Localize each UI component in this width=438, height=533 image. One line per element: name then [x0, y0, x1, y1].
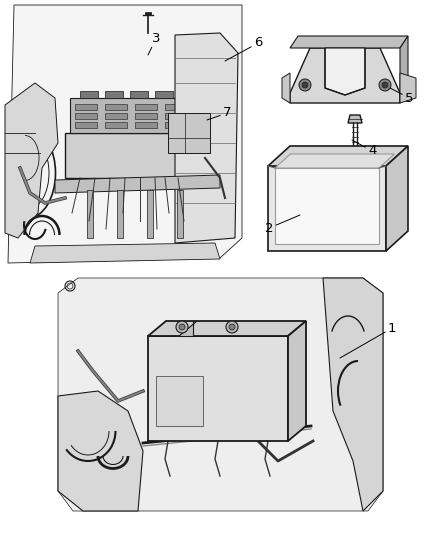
Polygon shape — [177, 190, 183, 238]
Polygon shape — [325, 48, 365, 95]
Circle shape — [229, 324, 235, 330]
Polygon shape — [80, 91, 98, 98]
Circle shape — [382, 82, 388, 88]
Polygon shape — [180, 91, 198, 98]
Circle shape — [379, 79, 391, 91]
Circle shape — [179, 324, 185, 330]
Polygon shape — [168, 113, 210, 153]
Polygon shape — [145, 12, 151, 15]
Polygon shape — [58, 278, 383, 511]
Polygon shape — [130, 91, 148, 98]
Polygon shape — [117, 190, 123, 238]
Polygon shape — [288, 321, 306, 441]
Polygon shape — [105, 91, 123, 98]
Polygon shape — [75, 113, 97, 119]
Polygon shape — [8, 5, 242, 263]
Polygon shape — [275, 168, 379, 244]
Text: 2: 2 — [265, 215, 300, 235]
Polygon shape — [148, 336, 288, 441]
Polygon shape — [165, 122, 187, 128]
Polygon shape — [353, 165, 357, 169]
Polygon shape — [105, 104, 127, 110]
Polygon shape — [268, 146, 408, 166]
Polygon shape — [87, 190, 93, 238]
Polygon shape — [75, 122, 97, 128]
Polygon shape — [268, 166, 386, 251]
Polygon shape — [5, 83, 58, 238]
Polygon shape — [165, 104, 187, 110]
Polygon shape — [400, 36, 408, 103]
Polygon shape — [65, 133, 205, 178]
Polygon shape — [155, 91, 173, 98]
Text: 6: 6 — [225, 36, 262, 61]
Polygon shape — [147, 190, 153, 238]
Polygon shape — [348, 115, 362, 123]
Polygon shape — [135, 122, 157, 128]
Polygon shape — [400, 73, 416, 103]
Text: 4: 4 — [352, 140, 376, 157]
Circle shape — [176, 321, 188, 333]
Circle shape — [299, 79, 311, 91]
Polygon shape — [156, 376, 203, 426]
Text: 5: 5 — [390, 88, 413, 104]
Polygon shape — [165, 113, 187, 119]
Text: 3: 3 — [148, 31, 160, 55]
Polygon shape — [386, 146, 408, 251]
Polygon shape — [58, 391, 143, 511]
Polygon shape — [105, 113, 127, 119]
Polygon shape — [175, 33, 238, 243]
Polygon shape — [323, 278, 383, 511]
Polygon shape — [55, 175, 220, 193]
Polygon shape — [70, 98, 195, 133]
Text: 1: 1 — [340, 321, 396, 358]
Polygon shape — [282, 73, 290, 103]
Polygon shape — [105, 122, 127, 128]
Polygon shape — [135, 113, 157, 119]
Polygon shape — [30, 243, 220, 263]
Polygon shape — [275, 154, 394, 168]
Polygon shape — [75, 104, 97, 110]
Text: 7: 7 — [207, 107, 232, 120]
Circle shape — [226, 321, 238, 333]
Polygon shape — [290, 48, 400, 103]
Polygon shape — [178, 321, 196, 336]
Polygon shape — [148, 321, 306, 336]
Circle shape — [302, 82, 308, 88]
Polygon shape — [290, 36, 408, 48]
Polygon shape — [135, 104, 157, 110]
